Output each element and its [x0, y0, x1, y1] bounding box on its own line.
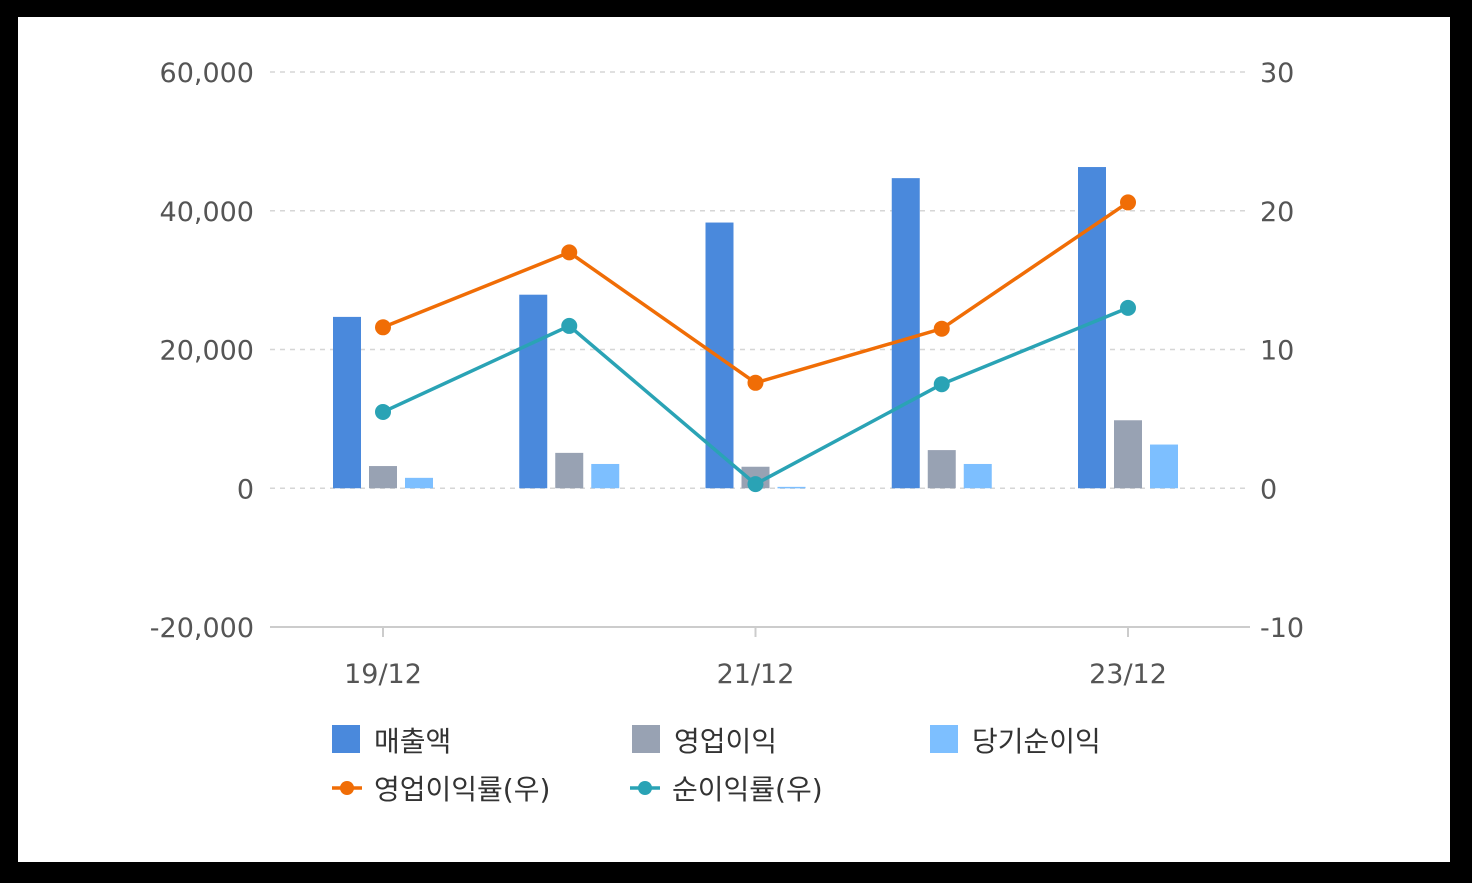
bar-3 [1150, 444, 1178, 489]
line-point-2 [375, 403, 391, 420]
right-axis-tick-label: 30 [1260, 58, 1294, 89]
line-point-1 [561, 244, 578, 261]
chart-frame: 60,000 40,000 20,000 0 -20,000 30 20 10 0 -10 19… [18, 17, 1450, 862]
line-series-1 [382, 200, 1129, 385]
legend-label: 매출액 [374, 725, 451, 758]
right-axis-tick-label: 0 [1260, 474, 1277, 505]
left-axis-tick-label: 40,000 [160, 197, 254, 228]
legend-swatch [930, 725, 958, 753]
right-axis-tick-label: 10 [1260, 336, 1294, 367]
line-series-2 [382, 306, 1129, 487]
left-axis-tick-label: 0 [237, 474, 254, 505]
left-axis-tick-label: 20,000 [160, 336, 254, 367]
left-axis-tick-label: 60,000 [160, 58, 254, 89]
bar-2 [555, 452, 584, 489]
x-axis-tick-label: 23/12 [1089, 659, 1167, 690]
bar-3 [405, 477, 433, 489]
legend-label: 영업이익 [674, 725, 777, 758]
legend-label: 영업이익률(우) [374, 773, 550, 806]
bar-3 [963, 463, 992, 489]
line-point-1 [933, 320, 950, 337]
legend-label: 순이익률(우) [672, 773, 823, 806]
legend-marker [638, 781, 652, 795]
line-point-2 [561, 317, 578, 334]
bar-3 [591, 463, 620, 489]
bar-2 [1114, 420, 1142, 489]
x-axis-tick-label: 19/12 [344, 659, 422, 690]
x-axis-tick-label: 21/12 [717, 659, 795, 690]
bar-1 [891, 178, 920, 489]
bar-2 [369, 466, 397, 489]
bar-1 [705, 222, 734, 489]
bar-3 [777, 486, 806, 489]
legend-marker [340, 781, 354, 795]
line-point-2 [747, 476, 764, 493]
bar-2 [927, 450, 956, 489]
right-axis-tick-label: 20 [1260, 197, 1294, 228]
legend-label: 당기순이익 [972, 725, 1101, 758]
left-axis-tick-label: -20,000 [150, 613, 254, 644]
bar-1 [333, 316, 361, 489]
line-point-2 [1120, 299, 1136, 316]
combo-chart: 60,000 40,000 20,000 0 -20,000 30 20 10 0 -10 19… [150, 58, 1304, 806]
legend-swatch [332, 725, 360, 753]
bar-1 [519, 294, 548, 489]
line-point-1 [747, 374, 764, 391]
line-point-2 [933, 376, 950, 393]
legend-swatch [632, 725, 660, 753]
line-point-1 [375, 319, 391, 336]
right-axis-tick-label: -10 [1260, 613, 1304, 644]
line-point-1 [1120, 194, 1136, 211]
